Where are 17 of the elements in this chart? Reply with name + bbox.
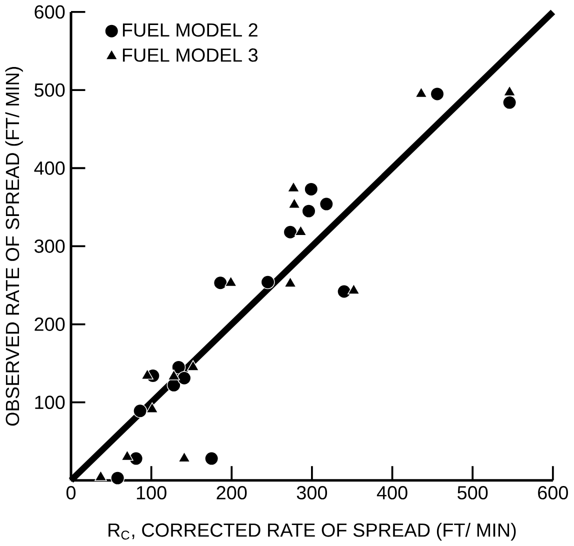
y-tick-label: 500: [34, 83, 65, 97]
x-tick-label: 400: [376, 486, 408, 500]
x-tick-label: 600: [538, 486, 568, 500]
y-tick-label: 200: [34, 318, 65, 332]
legend-label: FUEL MODEL 2: [122, 23, 258, 37]
x-tick-label: 200: [216, 486, 247, 500]
y-tick-label: 300: [34, 240, 65, 253]
y-tick-label: 400: [34, 161, 65, 175]
x-tick-label: 300: [296, 486, 328, 500]
y-tick-label: 100: [35, 396, 65, 410]
legend-label: FUEL MODEL 3: [122, 48, 258, 62]
y-tick-label: 600: [34, 5, 65, 19]
x-tick-label: 500: [458, 486, 488, 500]
x-tick-label: 0: [66, 486, 76, 500]
x-tick-label: 100: [136, 486, 166, 500]
x-axis-title: R$_{C}$, CORRECTED RATE OF SPREAD (FT/ MIN): [108, 523, 516, 541]
y-axis-title: OBSERVED RATE OF SPREAD (FT/ MIN): [5, 67, 23, 426]
